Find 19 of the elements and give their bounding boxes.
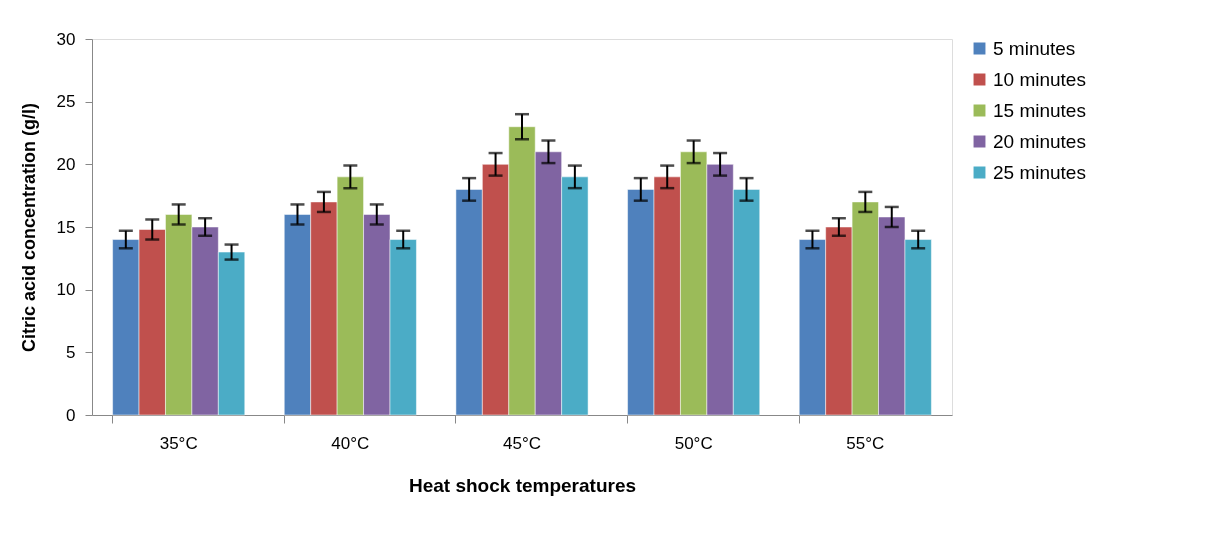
y-tick-label: 30 xyxy=(56,29,76,49)
legend-label: 25 minutes xyxy=(993,161,1086,183)
y-tick-label: 5 xyxy=(66,342,76,362)
legend-label: 5 minutes xyxy=(993,37,1076,59)
x-tick-label: 50°C xyxy=(674,433,713,453)
y-axis-title: Citric acid concentration (g/l) xyxy=(18,102,39,353)
x-tick-label: 40°C xyxy=(331,433,370,453)
legend-label: 10 minutes xyxy=(993,68,1086,90)
legend-label: 15 minutes xyxy=(993,99,1086,121)
x-tick-label: 55°C xyxy=(846,433,885,453)
x-axis-title: Heat shock temperatures xyxy=(408,474,637,496)
legend-label: 20 minutes xyxy=(993,130,1086,152)
y-tick-label: 10 xyxy=(56,280,76,300)
y-tick-label: 25 xyxy=(56,92,76,112)
y-tick-label: 20 xyxy=(56,154,76,174)
x-tick-label: 35°C xyxy=(159,433,198,453)
y-tick-label: 15 xyxy=(56,217,76,237)
y-tick-label: 0 xyxy=(66,405,76,425)
x-tick-label: 45°C xyxy=(503,433,541,453)
